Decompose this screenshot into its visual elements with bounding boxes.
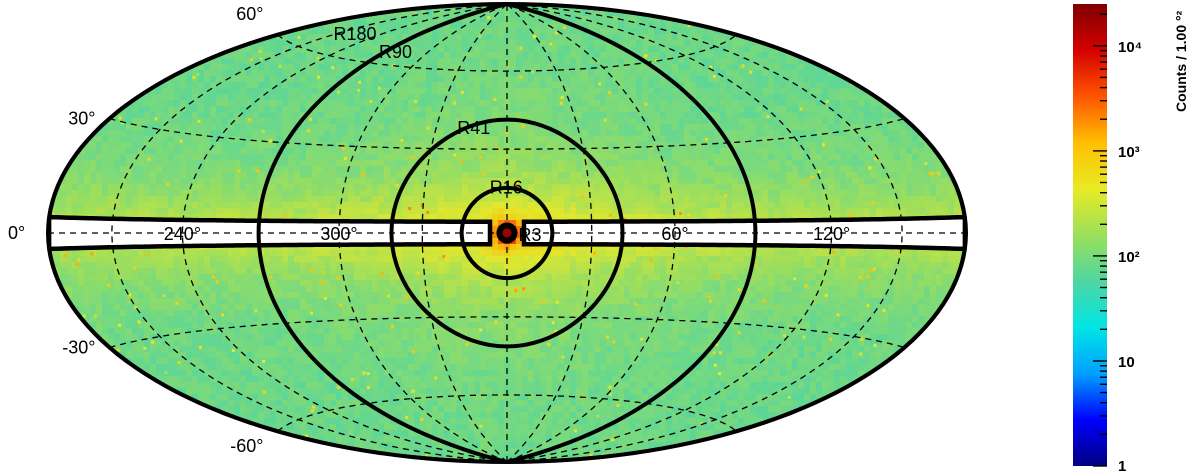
sky-map: R3R16R41R90R180 120°60°300°240° 60°30°0°… [8,1,969,465]
